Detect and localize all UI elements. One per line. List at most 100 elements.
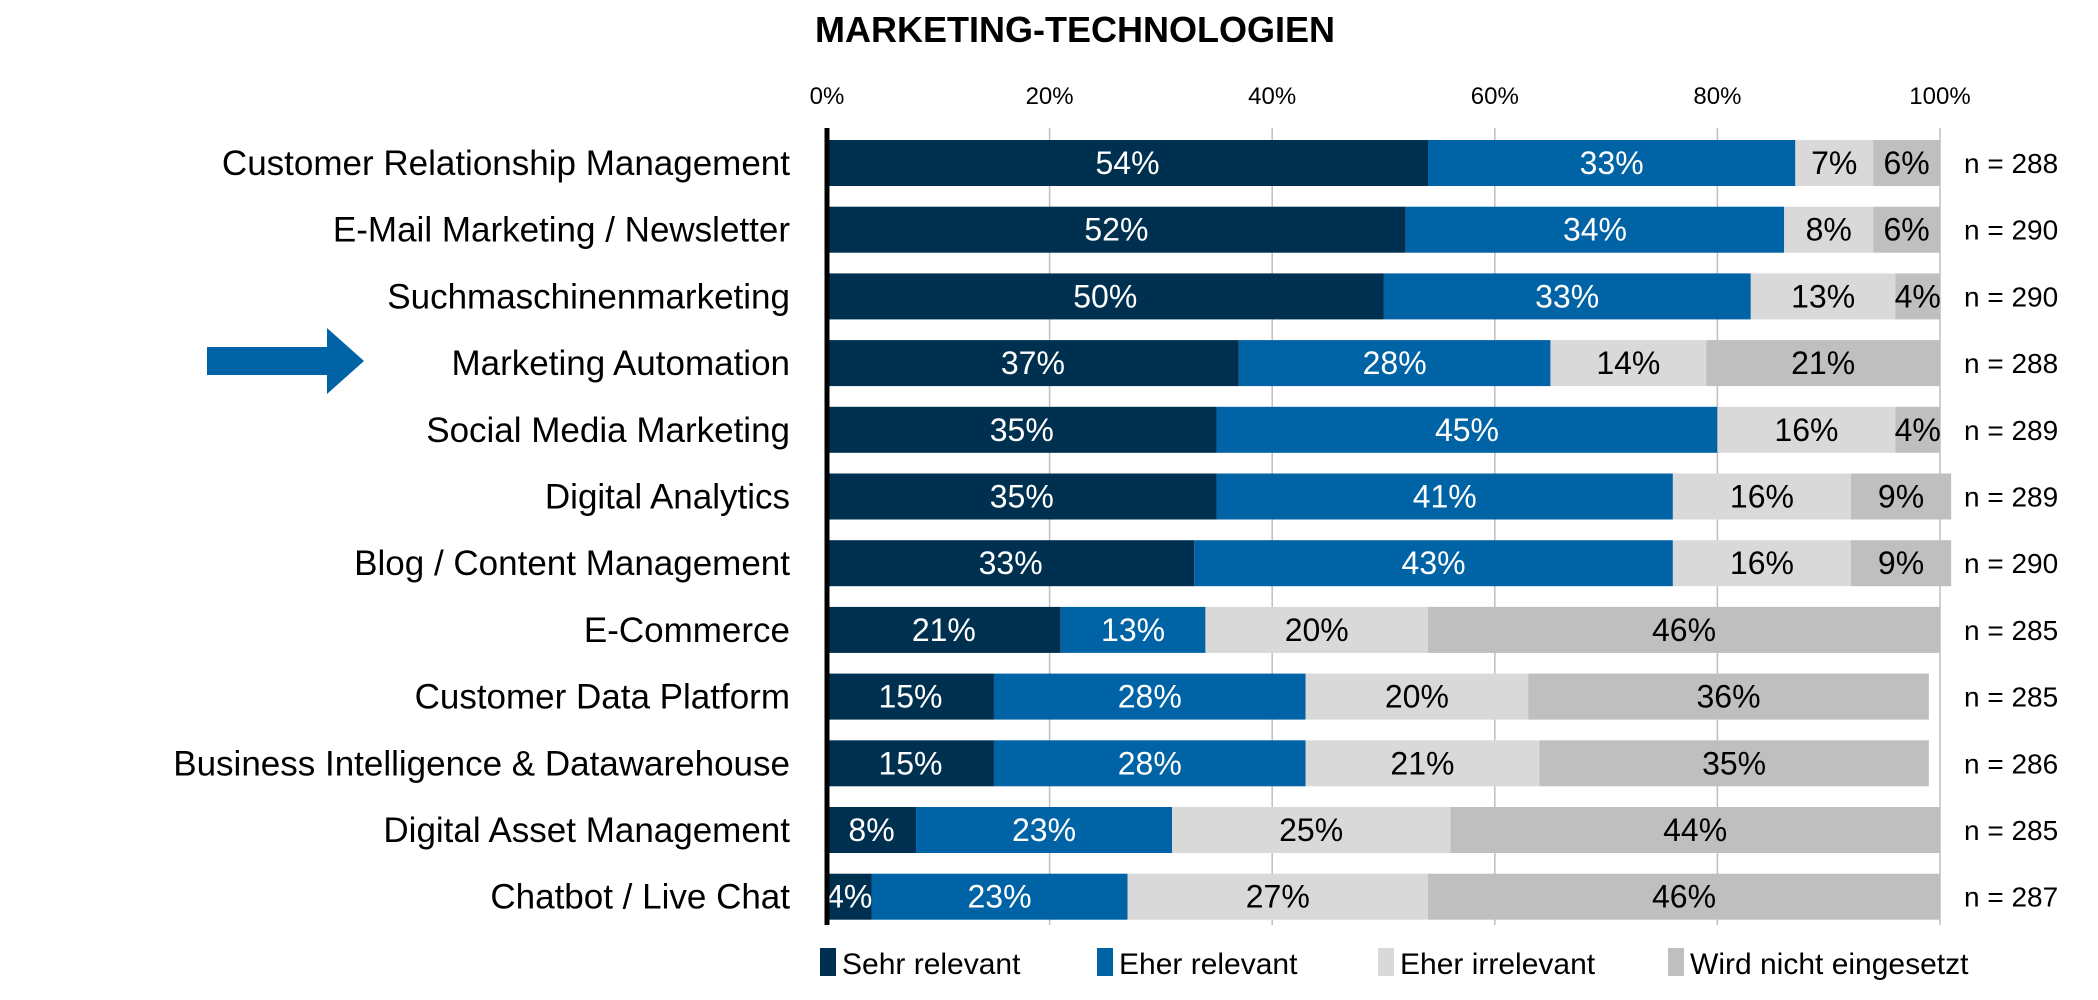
data-label: 16% xyxy=(1730,479,1794,515)
bar-segment xyxy=(827,473,1217,520)
bar-segment xyxy=(1205,606,1429,653)
legend-label: Sehr relevant xyxy=(842,948,1021,981)
data-label: 44% xyxy=(1663,812,1727,848)
bar-segment xyxy=(871,873,1128,920)
bar-segment xyxy=(1895,273,1940,320)
x-tick-label: 20% xyxy=(1026,83,1074,110)
bar-segment xyxy=(1060,606,1206,653)
data-label: 13% xyxy=(1791,278,1855,314)
x-tick-label: 40% xyxy=(1248,83,1296,110)
bar-segment xyxy=(1216,406,1718,453)
data-label: 21% xyxy=(1390,745,1454,781)
bars: 54% 33% 7% 6% 52% 34% 8% 6% 50% 33% 13% 4% 37% 28% 14%… xyxy=(826,140,1952,920)
data-label: 23% xyxy=(1012,812,1076,848)
category-label: Business Intelligence & Datawarehouse xyxy=(173,744,790,783)
bar-segment xyxy=(1194,540,1673,587)
bar-segment xyxy=(827,140,1429,186)
category-label: Customer Data Platform xyxy=(415,678,790,717)
data-label: 50% xyxy=(1073,278,1137,314)
n-label: n = 288 xyxy=(1964,348,2058,379)
bar-segment xyxy=(1539,740,1929,787)
data-label: 15% xyxy=(878,679,942,715)
data-label: 4% xyxy=(826,879,872,915)
category-label: Social Media Marketing xyxy=(426,411,790,450)
bar-segment xyxy=(827,206,1406,253)
bar-segment xyxy=(916,807,1173,853)
x-axis-ticks: 0% 20% 40% 60% 80% 100% xyxy=(810,83,1971,110)
data-label: 8% xyxy=(1806,212,1852,248)
n-label: n = 289 xyxy=(1964,482,2058,513)
bar-segment xyxy=(1127,873,1429,920)
bar-segment xyxy=(827,540,1195,587)
n-label: n = 285 xyxy=(1964,815,2058,846)
n-label: n = 290 xyxy=(1964,281,2058,312)
category-label: Digital Asset Management xyxy=(383,811,790,850)
bar-segment xyxy=(1305,673,1529,720)
n-label: n = 285 xyxy=(1964,615,2058,646)
bar-segment xyxy=(1305,740,1540,787)
data-label: 14% xyxy=(1596,345,1660,381)
data-label: 54% xyxy=(1095,145,1159,181)
n-label: n = 290 xyxy=(1964,215,2058,246)
category-label: Marketing Automation xyxy=(451,344,790,383)
legend-swatch xyxy=(1668,948,1684,976)
bar-segment xyxy=(1550,340,1707,387)
data-label: 4% xyxy=(1895,412,1941,448)
data-label: 21% xyxy=(1791,345,1855,381)
legend-label: Eher irrelevant xyxy=(1400,948,1596,981)
bar-segment xyxy=(1750,273,1896,320)
data-label: 25% xyxy=(1279,812,1343,848)
n-label: n = 289 xyxy=(1964,415,2058,446)
data-label: 9% xyxy=(1878,545,1924,581)
data-label: 23% xyxy=(967,879,1031,915)
data-label: 46% xyxy=(1652,612,1716,648)
bar-segment xyxy=(1706,340,1940,387)
bar-segment xyxy=(1672,473,1851,520)
bar-segment xyxy=(1873,140,1940,186)
gridlines xyxy=(1048,128,1941,925)
n-label: n = 285 xyxy=(1964,682,2058,713)
data-label: 27% xyxy=(1246,879,1310,915)
legend-swatch xyxy=(1378,948,1394,976)
data-label: 21% xyxy=(912,612,976,648)
x-tick-label: 80% xyxy=(1693,83,1741,110)
data-label: 6% xyxy=(1883,212,1929,248)
bar-segment xyxy=(1873,206,1940,253)
legend-swatch xyxy=(820,948,836,976)
bar-segment xyxy=(1428,140,1796,186)
data-label: 16% xyxy=(1730,545,1794,581)
data-label: 36% xyxy=(1697,679,1761,715)
bar-segment xyxy=(1383,273,1751,320)
data-label: 28% xyxy=(1118,745,1182,781)
data-label: 28% xyxy=(1118,679,1182,715)
bar-segment xyxy=(1172,807,1451,853)
x-tick-label: 100% xyxy=(1909,83,1970,110)
data-label: 33% xyxy=(1535,278,1599,314)
right-arrow-icon xyxy=(207,328,364,394)
data-label: 9% xyxy=(1878,479,1924,515)
bar-segment xyxy=(827,807,917,853)
data-label: 33% xyxy=(979,545,1043,581)
bar-segment xyxy=(1717,406,1896,453)
data-label: 52% xyxy=(1084,212,1148,248)
data-label: 43% xyxy=(1402,545,1466,581)
legend-label: Wird nicht eingesetzt xyxy=(1690,948,1969,981)
bar-segment xyxy=(827,340,1239,387)
bar-segment xyxy=(1528,673,1929,720)
category-label: Blog / Content Management xyxy=(354,544,790,583)
bar-segment xyxy=(1795,140,1874,186)
data-label: 35% xyxy=(990,412,1054,448)
data-label: 45% xyxy=(1435,412,1499,448)
bar-segment xyxy=(1672,540,1851,587)
bar-segment xyxy=(827,273,1384,320)
x-tick-label: 60% xyxy=(1471,83,1519,110)
data-label: 46% xyxy=(1652,879,1716,915)
data-label: 33% xyxy=(1580,145,1644,181)
bar-segment xyxy=(1895,406,1940,453)
data-label: 20% xyxy=(1285,612,1349,648)
data-label: 35% xyxy=(1702,745,1766,781)
bar-segment xyxy=(993,673,1306,720)
data-label: 6% xyxy=(1883,145,1929,181)
bar-segment xyxy=(827,606,1061,653)
